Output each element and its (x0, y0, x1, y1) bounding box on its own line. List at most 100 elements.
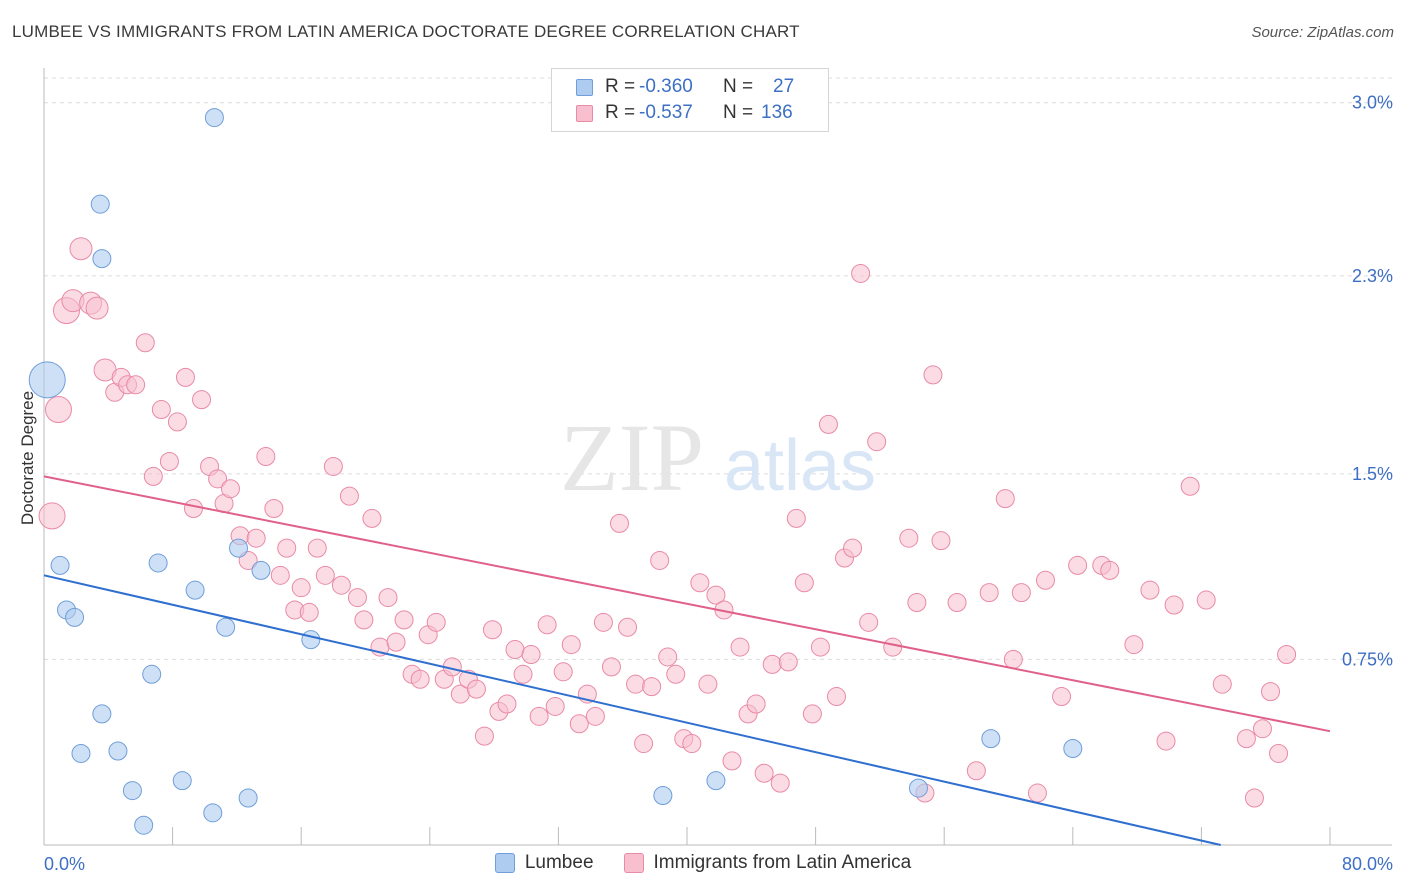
data-point-latin-america (995, 489, 1015, 509)
data-point-latin-america (626, 674, 646, 694)
data-point-lumbee (71, 743, 91, 763)
data-point-latin-america (1180, 476, 1200, 496)
r-value: -0.360 (639, 76, 693, 97)
data-point-latin-america (923, 365, 943, 385)
gridlines (44, 77, 1392, 660)
data-point-latin-america (394, 610, 414, 630)
data-point-lumbee (238, 788, 258, 808)
trend-line-latin-america (43, 475, 1331, 733)
data-point-latin-america (85, 296, 109, 320)
latin-america-swatch (623, 853, 644, 873)
data-point-latin-america (513, 664, 533, 684)
data-point-latin-america (601, 657, 621, 677)
n-label: N = (723, 76, 754, 97)
data-point-latin-america (746, 694, 766, 714)
y-tick-label: 0.75% (1342, 649, 1393, 669)
data-point-lumbee (653, 786, 673, 806)
n-label: N = (723, 102, 754, 123)
data-point-latin-america (1140, 580, 1160, 600)
data-point-latin-america (126, 375, 146, 395)
data-point-latin-america (826, 687, 846, 707)
data-point-lumbee (90, 194, 110, 214)
n-value: 136 (761, 102, 793, 123)
axis-labels: 0.75% 1.5% 2.3% 3.0% 0.0% 80.0% Doctorate Degr… (18, 93, 1393, 874)
data-point-latin-america (1052, 687, 1072, 707)
data-point-latin-america (466, 679, 486, 699)
legend-item-lumbee[interactable]: Lumbee (494, 852, 594, 874)
data-point-latin-america (135, 333, 155, 353)
data-point-lumbee (1063, 739, 1083, 759)
data-point-latin-america (754, 763, 774, 783)
data-point-latin-america (786, 508, 806, 528)
data-point-lumbee (65, 607, 85, 627)
data-point-latin-america (658, 647, 678, 667)
series-latin-america-points (38, 237, 1297, 808)
n-value: 27 (773, 76, 795, 97)
data-point-latin-america (315, 565, 335, 585)
data-point-latin-america (569, 714, 589, 734)
data-point-latin-america (818, 414, 838, 434)
data-point-latin-america (859, 612, 879, 632)
data-point-latin-america (706, 585, 726, 605)
data-point-latin-america (593, 612, 613, 632)
data-point-latin-america (331, 575, 351, 595)
data-point-lumbee (301, 630, 321, 650)
data-point-latin-america (323, 456, 343, 476)
data-point-latin-america (386, 632, 406, 652)
data-point-lumbee (108, 741, 128, 761)
data-point-latin-america (698, 674, 718, 694)
data-point-latin-america (347, 588, 367, 608)
data-point-latin-america (794, 573, 814, 593)
data-point-latin-america (1035, 570, 1055, 590)
x-tick-label: 80.0% (1342, 854, 1393, 874)
data-point-latin-america (931, 531, 951, 551)
data-point-latin-america (1100, 560, 1120, 580)
lumbee-swatch (494, 853, 515, 873)
data-point-latin-america (1269, 743, 1289, 763)
data-point-latin-america (208, 469, 228, 489)
data-point-lumbee (92, 249, 112, 269)
data-point-latin-america (291, 578, 311, 598)
data-point-latin-america (1011, 583, 1031, 603)
data-point-lumbee (122, 781, 142, 801)
y-tick-label: 2.3% (1352, 266, 1393, 286)
data-point-latin-america (69, 237, 93, 261)
data-point-latin-america (1236, 729, 1256, 749)
r-value: -0.537 (639, 102, 693, 123)
data-point-latin-america (264, 499, 284, 519)
data-point-latin-america (410, 669, 430, 689)
y-axis-title: Doctorate Degree (18, 391, 37, 525)
data-point-latin-america (1261, 682, 1281, 702)
data-point-latin-america (246, 528, 266, 548)
data-point-latin-america (1124, 635, 1144, 655)
source-label: Source: ZipAtlas.com (1251, 24, 1394, 41)
data-point-latin-america (609, 513, 629, 533)
data-point-latin-america (1277, 644, 1297, 664)
legend-row-lumbee: R = -0.360 N = 27 (576, 75, 794, 99)
legend-label-lumbee: Lumbee (524, 852, 594, 873)
data-point-latin-america (175, 367, 195, 387)
data-point-latin-america (553, 662, 573, 682)
data-point-latin-america (482, 620, 502, 640)
data-point-lumbee (706, 771, 726, 791)
data-point-lumbee (185, 580, 205, 600)
data-point-latin-america (762, 654, 782, 674)
data-point-latin-america (682, 734, 702, 754)
data-point-latin-america (1068, 555, 1088, 575)
series-legend: Lumbee Immigrants from Latin America (0, 852, 1406, 874)
data-point-latin-america (1156, 731, 1176, 751)
series-lumbee-points (28, 108, 1083, 835)
data-point-lumbee (148, 553, 168, 573)
lumbee-swatch (576, 78, 593, 96)
legend-item-latin-america[interactable]: Immigrants from Latin America (623, 852, 911, 874)
data-point-latin-america (474, 726, 494, 746)
data-point-latin-america (256, 447, 276, 467)
data-point-latin-america (907, 593, 927, 613)
data-point-latin-america (545, 696, 565, 716)
data-point-lumbee (203, 803, 223, 823)
data-point-latin-america (143, 466, 163, 486)
data-point-latin-america (1252, 719, 1272, 739)
data-point-latin-america (220, 479, 240, 499)
latin-america-swatch (576, 104, 593, 122)
